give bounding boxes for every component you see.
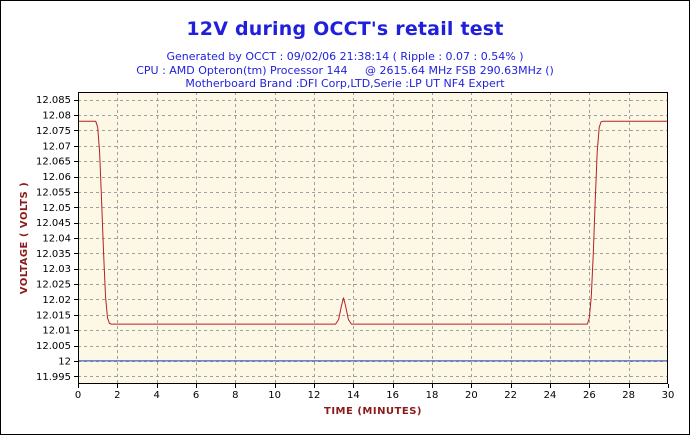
y-tick-label: 12.045 bbox=[36, 218, 71, 229]
x-tick-label: 2 bbox=[114, 390, 120, 401]
x-tick-label: 4 bbox=[153, 390, 159, 401]
y-tick-label: 12.085 bbox=[36, 95, 71, 106]
grid-lines bbox=[78, 92, 668, 384]
y-tick-label: 12 bbox=[58, 356, 71, 367]
y-tick-label: 12.03 bbox=[42, 264, 71, 275]
x-tick-label: 20 bbox=[465, 390, 478, 401]
y-tick-label: 12.08 bbox=[42, 111, 71, 122]
tick-labels: 0 2 4 6 8 10 12 14 16 18 20 22 24 26 28 3012.08512.0812… bbox=[36, 95, 674, 401]
y-tick-label: 12.005 bbox=[36, 341, 71, 352]
x-tick-label: 28 bbox=[622, 390, 635, 401]
x-tick-label: 30 bbox=[662, 390, 675, 401]
x-tick-label: 16 bbox=[386, 390, 399, 401]
y-tick-label: 12.04 bbox=[42, 234, 71, 245]
y-tick-label: 11.995 bbox=[36, 372, 71, 383]
subtitle-motherboard: Motherboard Brand :DFI Corp,LTD,Serie :L… bbox=[185, 77, 505, 90]
x-tick-label: 18 bbox=[426, 390, 439, 401]
y-tick-label: 12.05 bbox=[42, 203, 71, 214]
y-tick-label: 12.065 bbox=[36, 157, 71, 168]
plot-border bbox=[78, 92, 668, 384]
x-tick-label: 12 bbox=[308, 390, 321, 401]
x-tick-label: 6 bbox=[193, 390, 199, 401]
y-tick-label: 12.025 bbox=[36, 280, 71, 291]
x-axis-title: TIME (MINUTES) bbox=[324, 406, 422, 417]
subtitle-generated: Generated by OCCT : 09/02/06 21:38:14 ( … bbox=[166, 50, 524, 63]
y-tick-label: 12.06 bbox=[42, 172, 71, 183]
series-line-1 bbox=[78, 120, 668, 325]
x-tick-label: 10 bbox=[268, 390, 281, 401]
y-tick-label: 12.015 bbox=[36, 310, 71, 321]
y-tick-label: 12.02 bbox=[42, 295, 71, 306]
subtitle-cpu: CPU : AMD Opteron(tm) Processor 144 @ 26… bbox=[136, 64, 554, 77]
chart-title: 12V during OCCT's retail test bbox=[186, 18, 504, 40]
y-tick-label: 12.075 bbox=[36, 126, 71, 137]
y-tick-label: 12.035 bbox=[36, 249, 71, 260]
y-tick-label: 12.07 bbox=[42, 141, 71, 152]
series-layer bbox=[78, 120, 668, 362]
y-axis-title: VOLTAGE ( VOLTS ) bbox=[19, 182, 30, 295]
y-tick-label: 12.055 bbox=[36, 187, 71, 198]
x-tick-label: 24 bbox=[544, 390, 557, 401]
x-tick-label: 22 bbox=[504, 390, 517, 401]
y-tick-label: 12.01 bbox=[42, 326, 71, 337]
x-tick-label: 14 bbox=[347, 390, 360, 401]
x-tick-label: 0 bbox=[75, 390, 81, 401]
x-tick-label: 8 bbox=[232, 390, 238, 401]
x-tick-label: 26 bbox=[583, 390, 596, 401]
